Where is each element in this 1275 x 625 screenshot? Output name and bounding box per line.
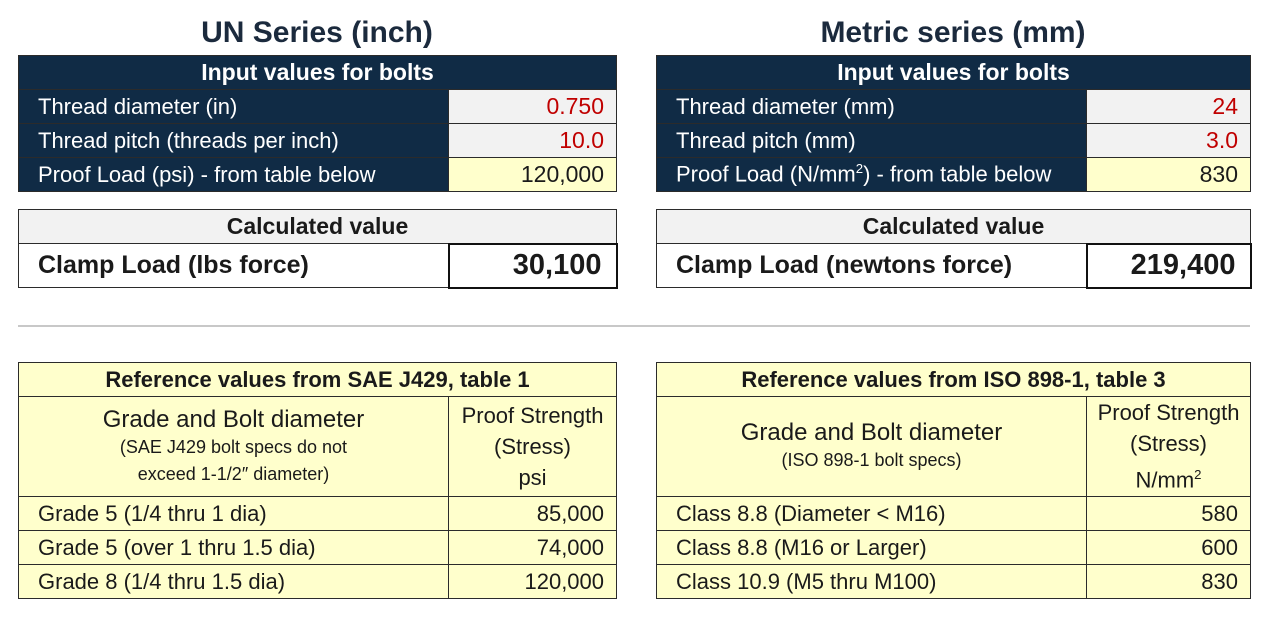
iso-proof-unit-pre: N/mm: [1135, 467, 1195, 493]
iso-proof-header-line1: Proof Strength: [1097, 400, 1240, 426]
metric-thread-pitch-label: Thread pitch (mm): [656, 123, 1087, 158]
table-row: Grade 5 (over 1 thru 1.5 dia) 74,000: [18, 530, 618, 565]
un-input-header: Input values for bolts: [17, 55, 618, 90]
un-thread-pitch-input[interactable]: 10.0: [447, 123, 618, 158]
sae-row-label: Grade 8 (1/4 thru 1.5 dia): [18, 564, 449, 599]
iso-proof-strength-header: Proof Strength (Stress) N/mm2: [1086, 396, 1251, 497]
un-calc-header: Calculated value: [18, 209, 617, 244]
un-input-table: Input values for bolts Thread diameter (…: [17, 55, 618, 192]
iso-proof-header-line2: (Stress): [1130, 431, 1207, 457]
un-proof-load-input[interactable]: 120,000: [447, 157, 618, 192]
metric-clamp-load-label: Clamp Load (newtons force): [656, 243, 1087, 288]
iso-grade-column-header: Grade and Bolt diameter (ISO 898-1 bolt …: [656, 396, 1087, 497]
section-divider: [18, 325, 1250, 327]
metric-proof-load-input[interactable]: 830: [1085, 157, 1252, 192]
metric-input-header: Input values for bolts: [655, 55, 1252, 90]
iso-grade-header-main: Grade and Bolt diameter: [740, 419, 1003, 446]
table-row: Class 8.8 (Diameter < M16) 580: [656, 496, 1251, 531]
table-row: Grade 5 (1/4 thru 1 dia) 85,000: [18, 496, 618, 531]
metric-thread-pitch-input[interactable]: 3.0: [1085, 123, 1252, 158]
sae-row-value: 85,000: [447, 496, 618, 531]
iso-proof-unit-sup: 2: [1194, 467, 1202, 483]
un-clamp-load-label: Clamp Load (lbs force): [18, 243, 449, 288]
table-row: Class 10.9 (M5 thru M100) 830: [656, 564, 1251, 599]
metric-proof-load-label-sup: 2: [855, 161, 864, 177]
sae-grade-header-sub2: exceed 1-1/2″ diameter): [137, 463, 330, 484]
un-series-title: UN Series (inch): [201, 16, 433, 49]
sae-grade-header-main: Grade and Bolt diameter: [102, 405, 365, 433]
sae-row-value: 120,000: [447, 564, 618, 599]
metric-calc-header: Calculated value: [656, 209, 1251, 244]
iso-row-value: 600: [1086, 530, 1251, 565]
sae-proof-header-unit: psi: [518, 465, 547, 490]
metric-calc-table: Calculated value Clamp Load (newtons for…: [656, 209, 1252, 289]
metric-proof-load-label-post: ) - from table below: [863, 161, 1052, 187]
metric-thread-diameter-input[interactable]: 24: [1085, 89, 1252, 124]
sae-row-label: Grade 5 (1/4 thru 1 dia): [18, 496, 449, 531]
sae-proof-header-line1: Proof Strength: [461, 403, 604, 428]
iso-row-label: Class 10.9 (M5 thru M100): [656, 564, 1087, 599]
table-row: Class 8.8 (M16 or Larger) 600: [656, 530, 1251, 565]
iso-proof-header-unit: N/mm2: [1087, 459, 1250, 495]
sae-proof-strength-header: Proof Strength (Stress) psi: [447, 396, 618, 497]
un-thread-diameter-input[interactable]: 0.750: [447, 89, 618, 124]
sae-reference-header: Reference values from SAE J429, table 1: [17, 362, 618, 397]
metric-proof-load-label: Proof Load (N/mm2) - from table below: [656, 157, 1087, 192]
sae-reference-table: Reference values from SAE J429, table 1 …: [17, 362, 618, 599]
un-thread-pitch-label: Thread pitch (threads per inch): [18, 123, 449, 158]
metric-input-table: Input values for bolts Thread diameter (…: [655, 55, 1252, 192]
metric-clamp-load-value[interactable]: 219,400: [1085, 242, 1252, 289]
sae-grade-header-sub1: (SAE J429 bolt specs do not: [119, 436, 348, 457]
un-clamp-load-value[interactable]: 30,100: [447, 242, 618, 289]
iso-row-label: Class 8.8 (M16 or Larger): [656, 530, 1087, 565]
metric-thread-diameter-label: Thread diameter (mm): [656, 89, 1087, 124]
un-calc-table: Calculated value Clamp Load (lbs force) …: [18, 209, 618, 289]
iso-reference-header: Reference values from ISO 898-1, table 3: [656, 362, 1251, 397]
un-thread-diameter-label: Thread diameter (in): [18, 89, 449, 124]
sae-row-value: 74,000: [447, 530, 618, 565]
metric-series-title: Metric series (mm): [820, 16, 1086, 49]
iso-row-label: Class 8.8 (Diameter < M16): [656, 496, 1087, 531]
table-row: Grade 8 (1/4 thru 1.5 dia) 120,000: [18, 564, 618, 599]
iso-grade-header-sub1: (ISO 898-1 bolt specs): [781, 450, 962, 470]
iso-row-value: 830: [1086, 564, 1251, 599]
iso-row-value: 580: [1086, 496, 1251, 531]
metric-proof-load-label-pre: Proof Load (N/mm: [676, 161, 856, 187]
sae-proof-header-line2: (Stress): [494, 434, 571, 459]
iso-reference-table: Reference values from ISO 898-1, table 3…: [656, 362, 1251, 599]
sae-row-label: Grade 5 (over 1 thru 1.5 dia): [18, 530, 449, 565]
sae-grade-column-header: Grade and Bolt diameter (SAE J429 bolt s…: [18, 396, 449, 497]
un-proof-load-label: Proof Load (psi) - from table below: [18, 157, 449, 192]
